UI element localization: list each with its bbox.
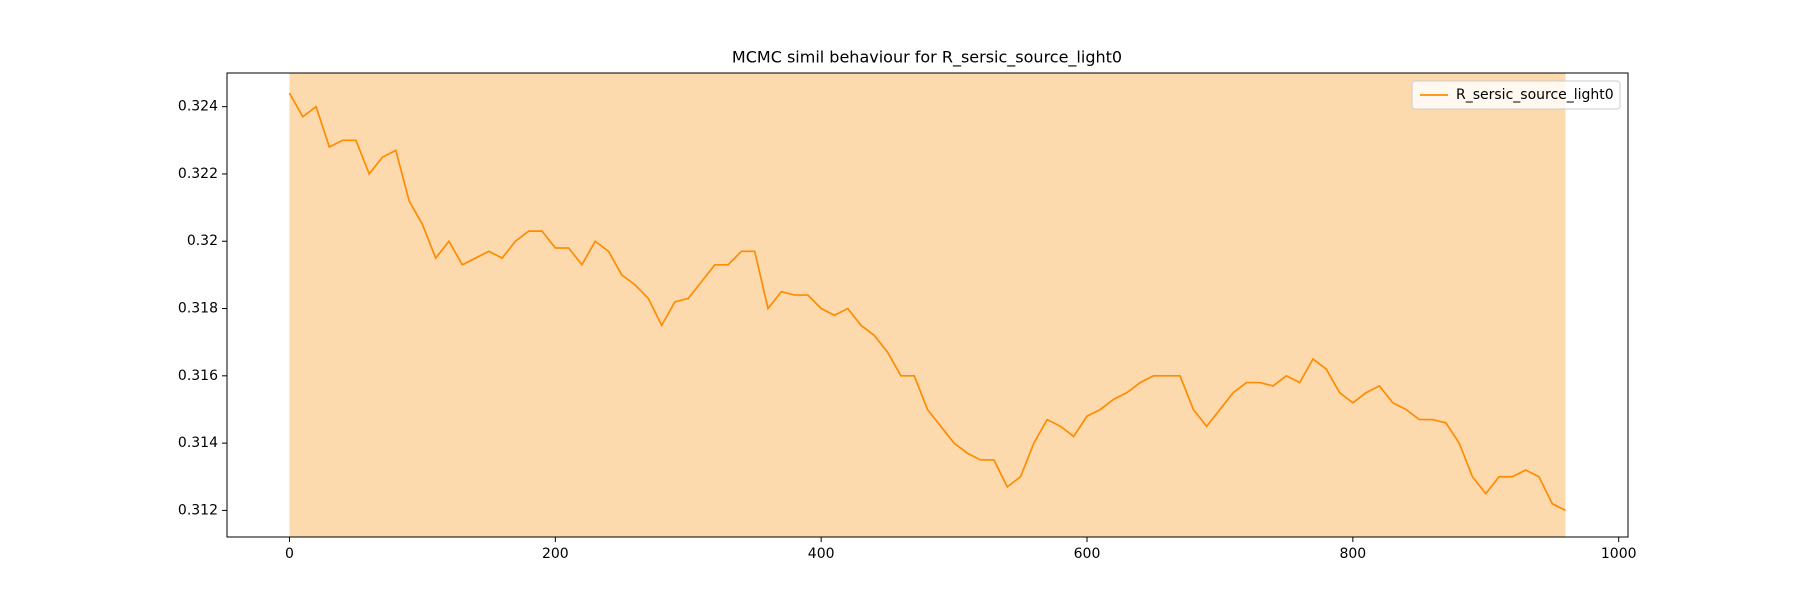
y-tick-label: 0.322 — [178, 166, 218, 182]
data-line — [288, 92, 1566, 512]
y-tick-label: 0.318 — [178, 301, 218, 317]
y-tick-label: 0.314 — [178, 435, 218, 451]
y-tick-label: 0.32 — [187, 233, 218, 249]
legend-label: R_sersic_source_light0 — [1456, 87, 1614, 103]
y-tick-label: 0.316 — [178, 368, 218, 384]
y-tick-label: 0.324 — [178, 99, 218, 115]
legend-box — [1411, 80, 1621, 110]
chart-title: MCMC simil behaviour for R_sersic_source… — [732, 48, 1122, 68]
x-tick-label: 400 — [808, 546, 835, 562]
x-tick-label: 0 — [285, 546, 294, 562]
y-tick-label: 0.312 — [178, 502, 218, 518]
x-tick-label: 1000 — [1601, 546, 1637, 562]
x-tick-label: 800 — [1339, 546, 1366, 562]
legend: R_sersic_source_light0 — [1411, 80, 1621, 110]
plot-frame — [226, 72, 1629, 538]
x-tick-label: 200 — [542, 546, 569, 562]
shaded-span — [289, 73, 1566, 537]
x-tick-label: 600 — [1074, 546, 1101, 562]
